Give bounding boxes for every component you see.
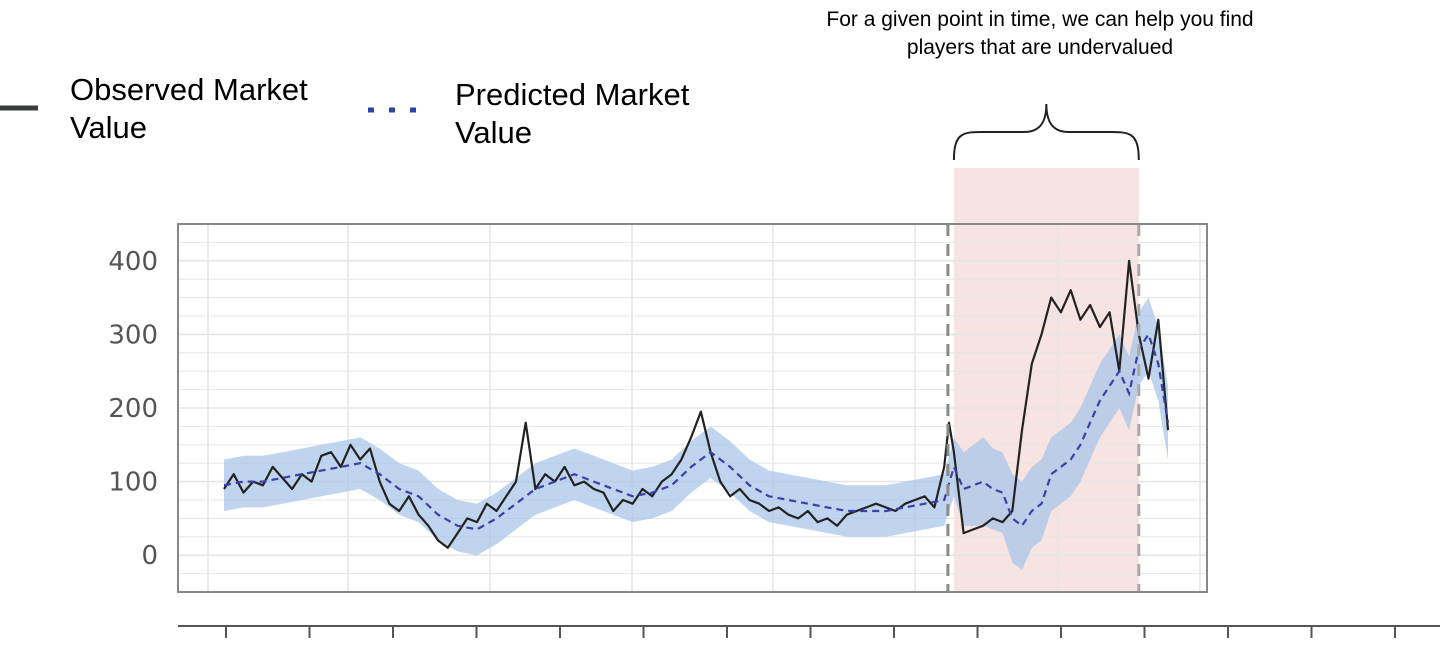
legend-predicted-label: Predicted Market Value bbox=[455, 77, 690, 150]
legend-observed-label: Observed Market Value bbox=[70, 72, 308, 145]
y-axis: 0 100 200 300 400 bbox=[108, 247, 158, 571]
y-tick-label: 300 bbox=[108, 320, 158, 350]
grid bbox=[178, 223, 1207, 593]
observed-series-line bbox=[223, 259, 1170, 549]
annotation-text: For a given point in time, we can help y… bbox=[826, 8, 1254, 59]
highlight-brace bbox=[952, 103, 1140, 161]
y-tick-label: 200 bbox=[108, 394, 158, 424]
y-tick-label: 0 bbox=[141, 541, 158, 571]
plot-frame bbox=[177, 223, 1208, 593]
predicted-series-line bbox=[223, 331, 1170, 531]
bottom-axis bbox=[178, 625, 1440, 638]
y-tick-label: 100 bbox=[108, 468, 158, 498]
y-tick-label: 400 bbox=[108, 247, 158, 277]
